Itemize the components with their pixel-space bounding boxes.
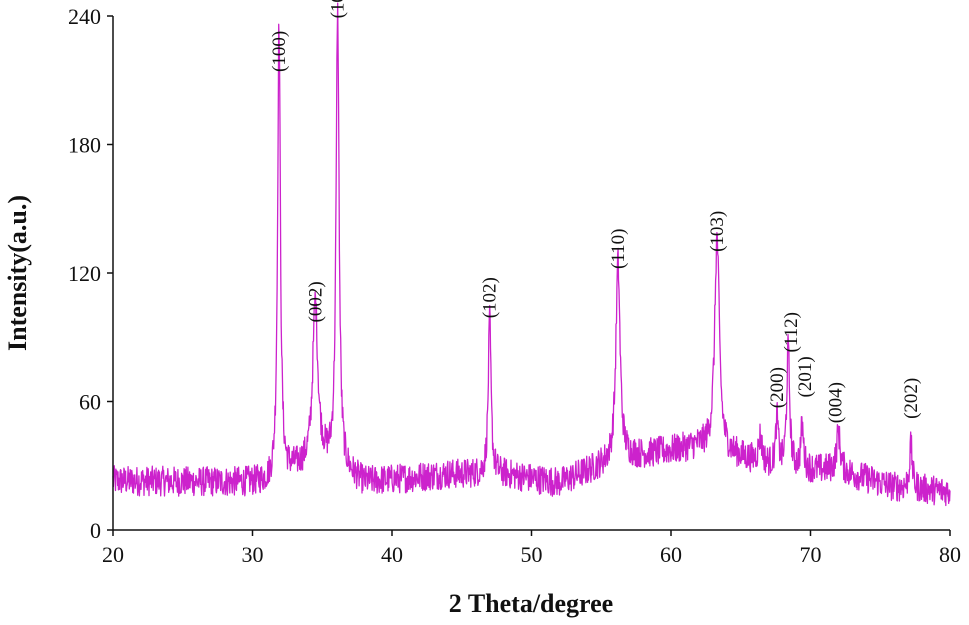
y-ticks: 0 60 120 180 240 — [68, 4, 113, 543]
spectrum-layer — [112, 2, 951, 507]
y-tick-label: 240 — [68, 4, 101, 29]
x-ticks: 20 30 40 50 60 70 80 — [102, 530, 961, 567]
peak-label: (102) — [480, 277, 501, 318]
peak-label: (112) — [781, 312, 802, 352]
peak-label: (101) — [328, 0, 349, 18]
x-tick-label: 50 — [521, 542, 543, 567]
peak-label: (110) — [608, 229, 629, 269]
peak-label: (202) — [901, 378, 922, 419]
y-axis-title: Intensity(a.u.) — [3, 195, 32, 351]
x-tick-label: 20 — [102, 542, 124, 567]
x-axis-title: 2 Theta/degree — [449, 589, 613, 618]
y-tick-label: 120 — [68, 261, 101, 286]
y-tick-label: 60 — [79, 390, 101, 415]
spectrum-line — [112, 2, 951, 507]
x-tick-label: 80 — [939, 542, 961, 567]
x-tick-label: 60 — [660, 542, 682, 567]
peak-label: (100) — [269, 31, 290, 72]
x-tick-label: 40 — [381, 542, 403, 567]
peak-label: (200) — [767, 367, 788, 408]
peak-label: (103) — [707, 211, 728, 252]
peak-labels: (100) (002) (101) (102) (110) (103) (200) (112)… — [269, 0, 922, 423]
y-tick-label: 180 — [68, 133, 101, 158]
y-tick-label: 0 — [90, 518, 101, 543]
peak-label: (002) — [305, 281, 326, 322]
x-tick-label: 30 — [242, 542, 264, 567]
axes — [112, 16, 950, 531]
x-tick-label: 70 — [800, 542, 822, 567]
peak-label: (004) — [826, 382, 847, 423]
peak-label: (201) — [795, 356, 816, 397]
